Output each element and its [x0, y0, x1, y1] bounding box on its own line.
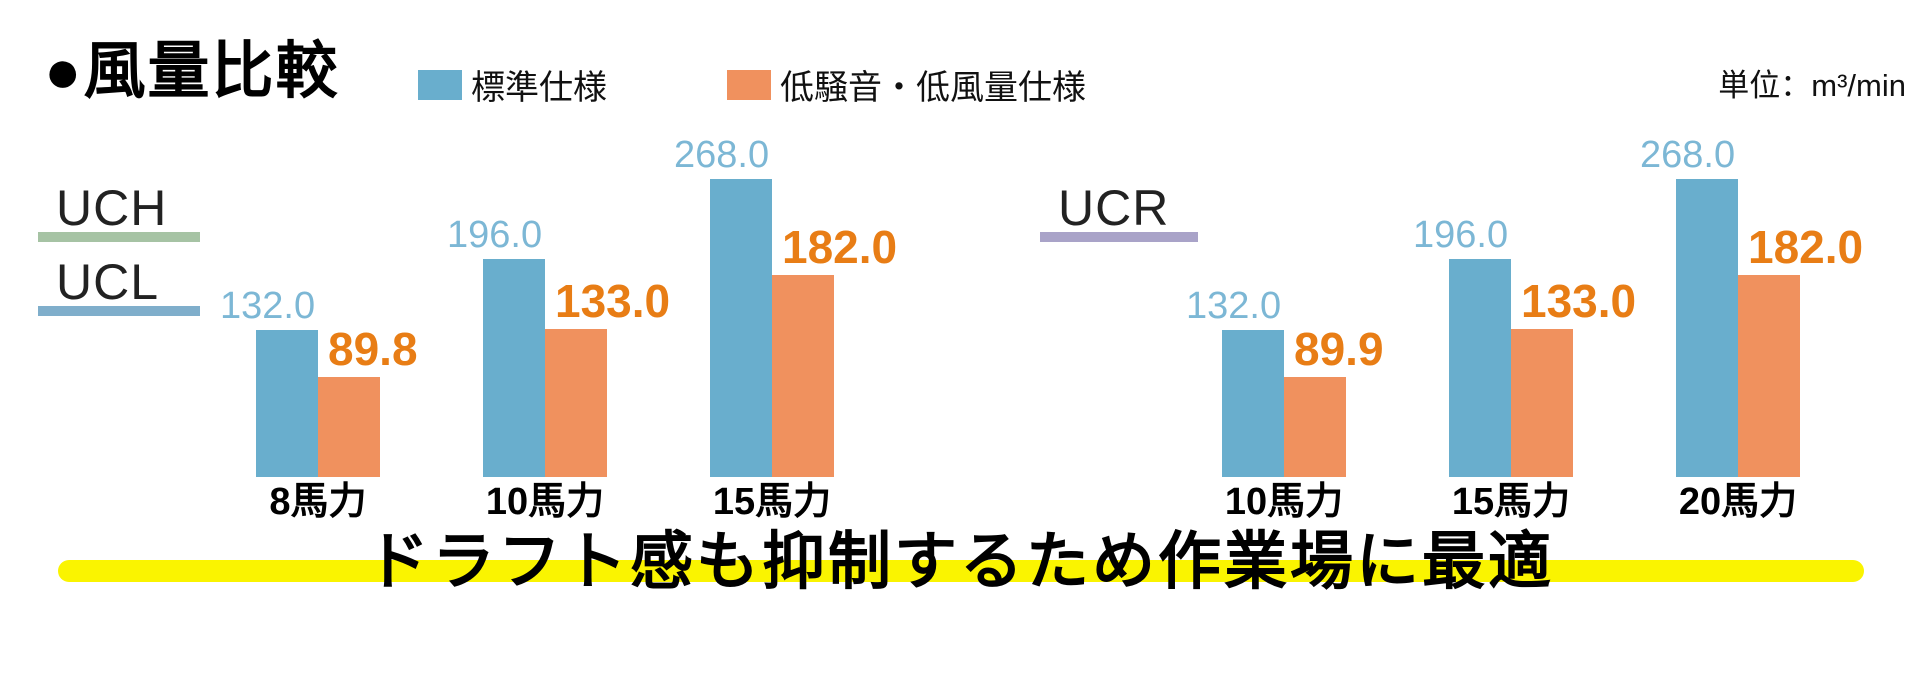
legend-item-standard: 標準仕様 [418, 60, 607, 109]
value-label-low-noise: 133.0 [1521, 275, 1637, 328]
highlight-band [58, 560, 1864, 582]
legend-label-standard: 標準仕様 [471, 69, 607, 107]
value-label-standard: 268.0 [674, 134, 770, 176]
model-label-uch: UCH [38, 180, 200, 242]
model-label-uch-underline [38, 232, 200, 242]
model-label-ucl-text: UCL [56, 254, 160, 310]
value-label-standard: 132.0 [1186, 285, 1282, 328]
category-label: 10馬力 [485, 481, 605, 523]
value-label-low-noise: 89.8 [328, 323, 418, 376]
category-label: 20馬力 [1678, 481, 1798, 523]
model-label-ucr-underline [1040, 232, 1198, 242]
bar-pair-10馬力: 196.0 133.0 10馬力 [447, 177, 670, 521]
value-label-standard: 132.0 [220, 285, 316, 328]
bar-standard [483, 259, 545, 477]
model-label-ucr: UCR [1040, 180, 1198, 242]
category-label: 10馬力 [1224, 481, 1344, 523]
bar-standard [1449, 259, 1511, 477]
bar-low-noise [318, 377, 380, 477]
bar-pair-8馬力: 132.0 89.8 8馬力 [220, 177, 418, 521]
model-label-ucl: UCL [38, 254, 200, 316]
value-label-standard: 196.0 [1413, 214, 1509, 257]
bar-standard [1222, 330, 1284, 477]
value-label-low-noise: 182.0 [1748, 220, 1864, 273]
value-label-low-noise: 133.0 [555, 275, 671, 328]
bar-standard [1676, 179, 1738, 477]
category-label: 8馬力 [269, 481, 367, 523]
unit-label: 単位：m³/min [1718, 68, 1906, 103]
model-label-ucr-text: UCR [1058, 180, 1170, 236]
category-label: 15馬力 [712, 481, 832, 523]
bar-low-noise [545, 329, 607, 477]
value-label-standard: 268.0 [1640, 134, 1736, 176]
value-label-low-noise: 89.9 [1294, 323, 1384, 376]
model-label-uch-text: UCH [56, 180, 168, 236]
legend-label-low-noise: 低騒音・低風量仕様 [780, 69, 1086, 107]
bar-pair-10馬力: 132.0 89.9 10馬力 [1186, 177, 1384, 521]
bar-pair-20馬力: 268.0 182.0 20馬力 [1640, 136, 1863, 521]
page-title: ●風量比較 [44, 37, 340, 106]
model-label-ucl-underline [38, 306, 200, 316]
value-label-standard: 196.0 [447, 214, 543, 257]
bar-pair-15馬力: 196.0 133.0 15馬力 [1413, 177, 1636, 521]
value-label-low-noise: 182.0 [782, 220, 898, 273]
bar-low-noise [1511, 329, 1573, 477]
bar-standard [710, 179, 772, 477]
bar-pair-15馬力: 268.0 182.0 15馬力 [674, 136, 897, 521]
bar-low-noise [1738, 274, 1800, 477]
footer-tagline: ドラフト感も抑制するため作業場に最適 [366, 527, 1554, 597]
category-label: 15馬力 [1451, 481, 1571, 523]
legend-swatch-standard-icon [418, 69, 462, 100]
legend-item-low-noise: 低騒音・低風量仕様 [727, 60, 1086, 109]
bar-standard [256, 330, 318, 477]
bar-low-noise [1284, 377, 1346, 477]
legend-swatch-low-noise-icon [727, 69, 771, 100]
bar-low-noise [772, 274, 834, 477]
